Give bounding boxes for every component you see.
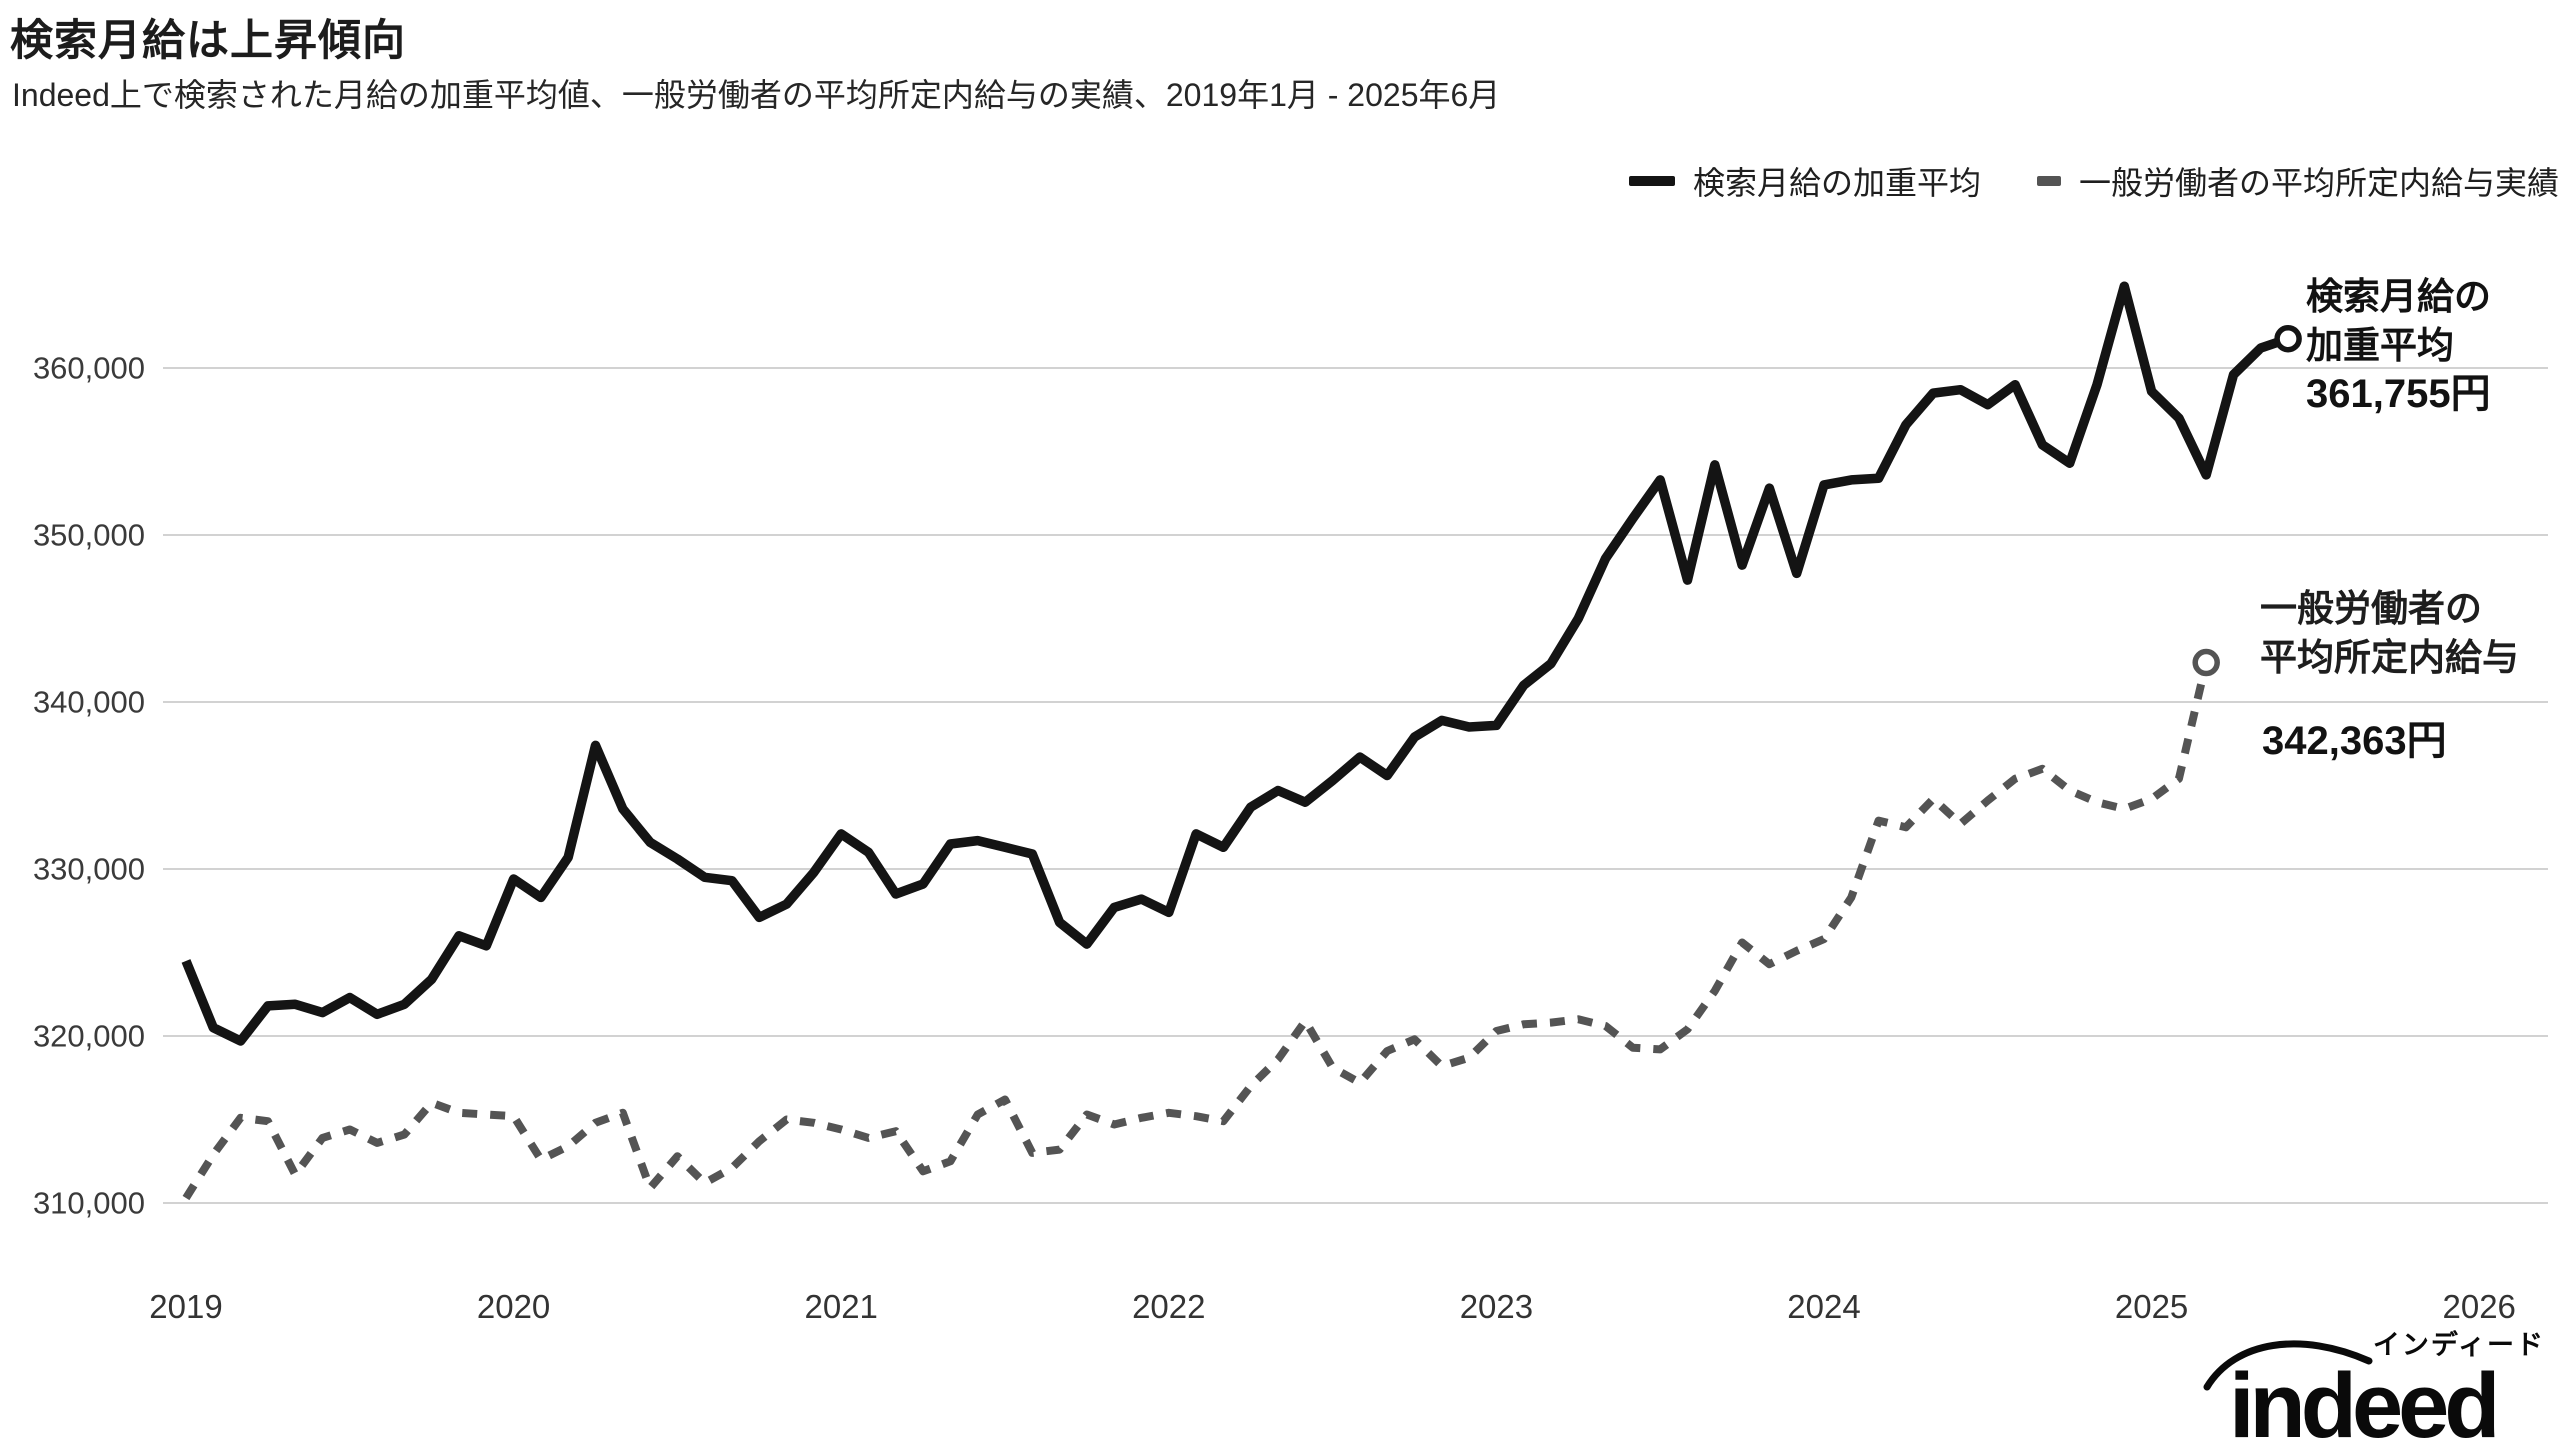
- indeed-logo-wordmark: indeed: [2229, 1355, 2500, 1455]
- y-axis-tick-label: 350,000: [33, 518, 145, 553]
- y-axis-tick-label: 360,000: [33, 351, 145, 386]
- annotation-dashed-value: 342,363円: [2262, 719, 2447, 763]
- x-axis-tick-label: 2024: [1787, 1288, 1860, 1325]
- annotation-solid-value: 361,755円: [2306, 372, 2491, 416]
- indeed-logo: インディード indeed: [2201, 1323, 2551, 1455]
- annotation-solid-line1: 検索月給の: [2306, 276, 2491, 317]
- annotation-solid-line2: 加重平均: [2306, 325, 2454, 366]
- chart-subtitle: Indeed上で検索された月給の加重平均値、一般労働者の平均所定内給与の実績、2…: [12, 77, 1501, 113]
- annotation-solid: 検索月給の 加重平均 361,755円: [2306, 272, 2491, 419]
- legend-solid-line-icon: [1628, 176, 1675, 186]
- y-axis-tick-label: 320,000: [33, 1019, 145, 1054]
- series-dashed-end-marker: [2192, 648, 2220, 677]
- legend-solid-label: 検索月給の加重平均: [1692, 165, 1981, 201]
- y-axis-tick-label: 340,000: [33, 685, 145, 720]
- legend-dashed-label: 一般労働者の平均所定内給与実績: [2078, 165, 2559, 201]
- chart-title: 検索月給は上昇傾向: [10, 17, 406, 65]
- x-axis-tick-label: 2025: [2115, 1288, 2188, 1325]
- x-axis-tick-label: 2021: [804, 1288, 877, 1325]
- indeed-logo-arc-icon: [2203, 1340, 2373, 1391]
- x-axis-tick-label: 2023: [1460, 1288, 1533, 1325]
- x-axis-tick-label: 2022: [1132, 1288, 1205, 1325]
- x-axis-tick-label: 2020: [477, 1288, 550, 1325]
- y-axis-tick-label: 310,000: [33, 1186, 145, 1221]
- annotation-dashed-line2: 平均所定内給与: [2260, 637, 2519, 678]
- y-axis-tick-label: 330,000: [33, 852, 145, 887]
- series-dashed-line: [182, 661, 2211, 1201]
- series-solid-line: [181, 281, 2290, 1046]
- legend: 検索月給の加重平均 一般労働者の平均所定内給与実績: [1628, 158, 2559, 204]
- x-axis-tick-label: 2019: [149, 1288, 222, 1325]
- x-axis-tick-label: 2026: [2442, 1288, 2515, 1325]
- indeed-logo-katakana: インディード: [2372, 1330, 2545, 1360]
- series-solid-end-marker: [2274, 324, 2302, 353]
- annotation-dashed-line1: 一般労働者の: [2260, 588, 2482, 629]
- annotation-dashed-label: 一般労働者の 平均所定内給与: [2260, 584, 2519, 682]
- legend-dashed-line-icon: [2036, 176, 2061, 186]
